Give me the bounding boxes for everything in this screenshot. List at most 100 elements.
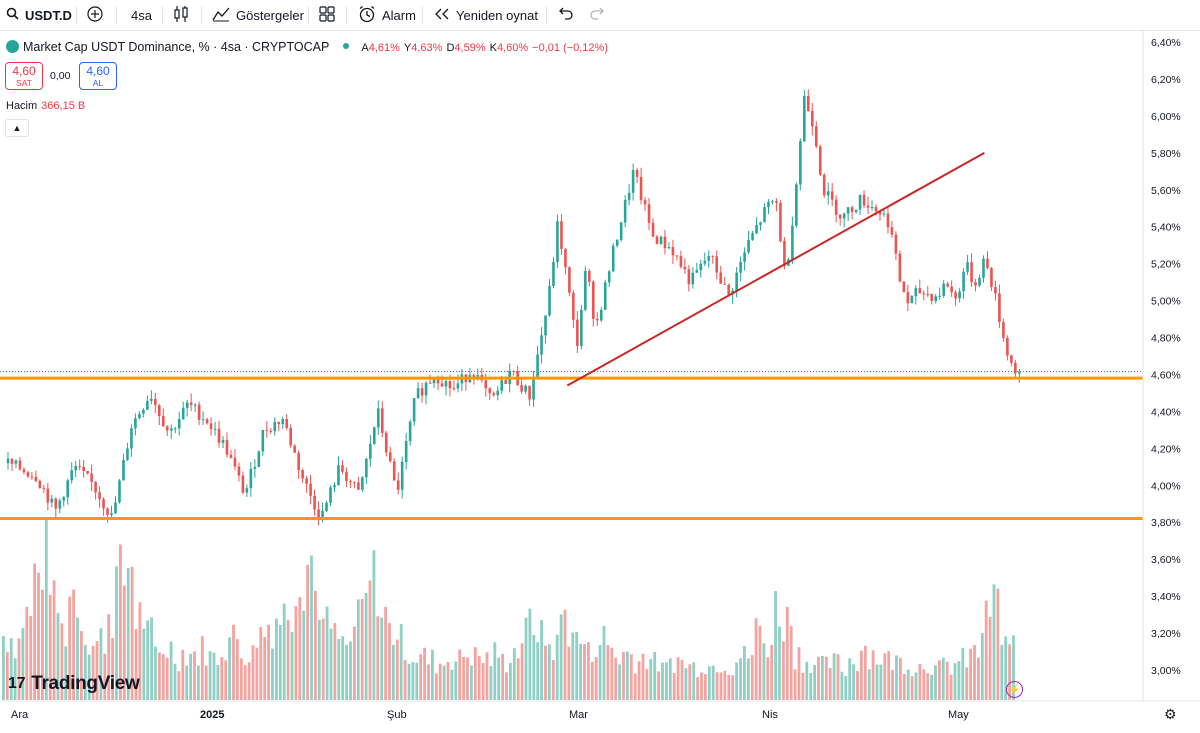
candle-body [814,126,818,147]
low-label: D [446,42,455,54]
candle-body [747,239,750,253]
volume-bar [563,609,567,700]
volume-bar [165,657,169,700]
price-tick-label: 3,40% [1151,591,1181,603]
candle-body [607,271,611,283]
candle-body [898,253,902,282]
volume-bar [76,617,79,700]
volume-bar [466,657,469,700]
candle-body [795,184,798,226]
volume-bar [746,658,750,700]
candle-body [173,428,177,430]
candle-body [225,440,229,455]
volume-bar [37,572,40,700]
symbol-label: USDT.D [25,7,72,23]
candle-body [591,281,595,319]
candle-body [524,385,527,392]
price-axis-bg [1143,31,1200,701]
indicators-button[interactable]: Göstergeler [212,0,304,30]
volume-bar [871,650,875,700]
volume-bar [360,598,364,700]
volume-bar [575,632,579,700]
candle-body [830,191,834,200]
candle-body [576,319,579,346]
volume-bar [637,661,641,700]
compare-button[interactable] [87,0,109,30]
tradingview-logo[interactable]: 17 TradingView [8,673,140,695]
high-label: Y [403,42,412,54]
candle-body [126,448,129,460]
volume-bar [247,662,251,700]
candle-body [743,252,746,262]
volume-legend[interactable]: Hacim 366,15 B [6,100,85,112]
candle-body [329,487,332,503]
candle-body [986,258,989,269]
volume-bar [555,634,559,700]
candle-body [759,222,762,225]
candle-body [181,407,185,420]
volume-bar [836,654,840,700]
volume-bar [60,623,64,700]
time-tick-label: Mar [569,709,588,721]
redo-button[interactable] [590,0,606,30]
time-axis[interactable]: Ara 2025 Şub Mar Nis May [0,700,1200,721]
candle-body [197,404,201,420]
volume-bar [860,650,863,700]
alert-button[interactable]: Alarm [358,0,416,30]
candle-body [810,111,814,127]
volume-bar [813,665,816,700]
volume-bar [509,662,512,700]
volume-bar [83,644,87,700]
volume-bar [290,631,294,700]
candle-body [727,284,730,295]
trendline[interactable] [566,151,985,387]
candle-body [532,378,535,400]
volume-bar [602,625,606,700]
volume-bar [438,663,442,700]
lightning-icon[interactable]: ⚡ [1006,681,1023,698]
candle-body [349,481,352,483]
sell-button[interactable]: 4,60 SAT [5,62,43,90]
candle-body [990,268,993,288]
horizontal-levels[interactable]: 4,58%3,82%4,60%01:07:27366,15 B [0,361,1192,657]
volume-bar [633,673,637,700]
candle-body [970,262,973,283]
volume-bar [119,544,122,700]
candle-body [715,256,719,273]
candle-body [520,385,523,392]
volume-bar [95,641,99,700]
volume-bar [941,657,945,700]
interval-button[interactable]: 4sa [131,0,152,30]
undo-button[interactable] [557,0,573,30]
volume-bar [902,674,906,700]
trendline-drawing[interactable] [566,151,985,387]
candlestick-series [6,89,1021,526]
volume-bar [797,647,801,700]
replay-button[interactable]: Yeniden oynat [434,0,538,30]
candle-body [369,443,372,459]
volume-bar [922,669,926,700]
candle-body [34,476,38,481]
candle-body [910,295,914,304]
volume-bar [130,566,134,700]
indicators-icon [212,6,230,25]
symbol-search-button[interactable]: USDT.D [6,0,72,30]
candle-body [635,170,639,177]
volume-bar [434,673,438,700]
price-axis[interactable]: 6,40% 6,20% 6,00% 5,80% 5,60% 5,40% 5,20% 5,00%… [1142,31,1200,701]
buy-button[interactable]: 4,60 AL [79,62,117,90]
layouts-button[interactable] [319,0,335,30]
candle-body [572,292,575,320]
volume-bar [99,628,103,700]
collapse-legend-button[interactable]: ▲ [5,119,29,137]
candle-body [241,475,245,493]
volume-bar [645,668,649,700]
volume-bar [770,644,774,700]
volume-bar [200,636,204,700]
candle-body [615,239,619,246]
series-title[interactable]: Market Cap USDT Dominance, % · 4sa · CRY… [23,40,330,54]
chart-type-button[interactable] [173,0,189,30]
volume-bar [48,594,52,700]
gear-icon[interactable]: ⚙ [1164,706,1177,722]
